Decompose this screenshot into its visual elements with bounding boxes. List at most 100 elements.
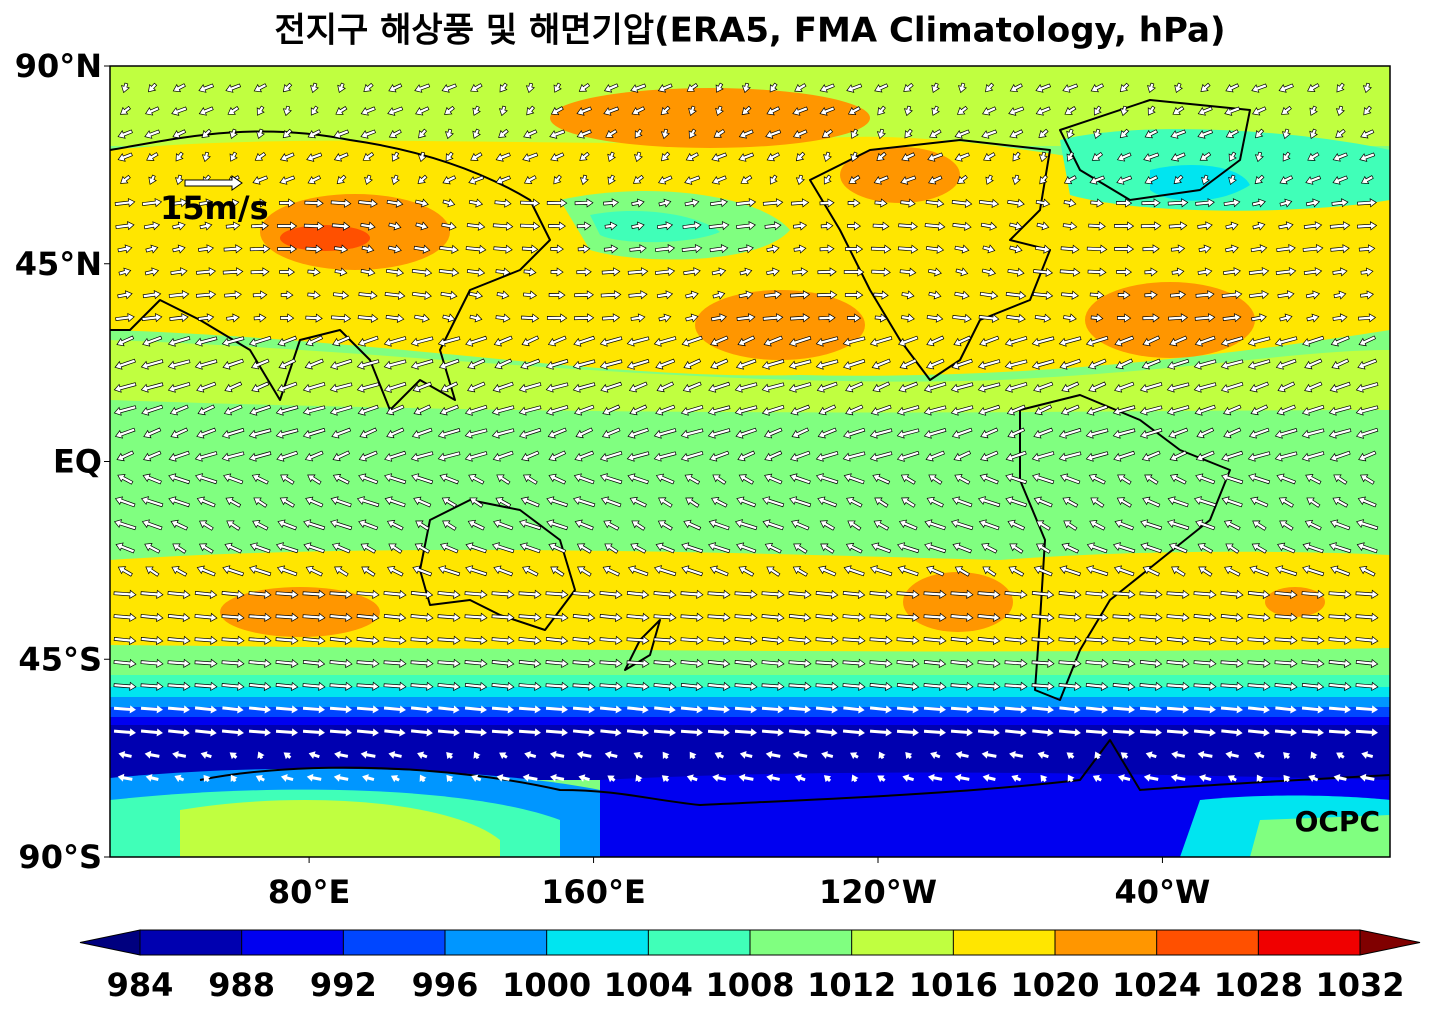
wind-arrow <box>602 404 621 416</box>
wind-arrow <box>329 382 353 393</box>
wind-arrow <box>1037 751 1049 759</box>
wind-arrow <box>712 773 727 782</box>
wind-arrow <box>167 335 191 347</box>
wind-arrow <box>682 221 702 231</box>
wind-arrow <box>925 198 945 208</box>
coastline <box>1059 99 1251 201</box>
wind-arrow <box>194 359 218 370</box>
colorbar-tick-label: 1000 <box>502 966 591 1004</box>
wind-arrow <box>1256 774 1264 783</box>
wind-arrow <box>415 520 430 531</box>
wind-arrow <box>198 543 214 554</box>
wind-arrow <box>680 589 704 600</box>
wind-arrow <box>386 267 405 277</box>
wind-arrow <box>196 565 216 577</box>
wind-arrow <box>417 151 427 163</box>
wind-arrow <box>977 382 1001 393</box>
wind-arrow <box>1221 728 1243 737</box>
wind-arrow <box>1174 82 1183 93</box>
wind-arrow <box>491 728 514 737</box>
wind-arrow <box>985 82 995 93</box>
wind-arrow <box>923 612 947 622</box>
wind-arrow <box>117 474 134 485</box>
wind-arrow <box>707 428 731 439</box>
wind-arrow <box>140 681 164 691</box>
wind-arrow <box>310 82 319 94</box>
wind-arrow <box>573 473 595 485</box>
wind-arrow <box>1357 496 1377 508</box>
wind-arrow <box>764 542 782 554</box>
wind-arrow <box>1091 151 1104 161</box>
wind-arrow <box>761 589 785 599</box>
wind-arrow <box>491 612 515 622</box>
wind-arrow <box>275 428 299 439</box>
wind-arrow <box>145 566 160 577</box>
wind-arrow <box>876 151 887 161</box>
colorbar-tick-label: 1024 <box>1112 966 1201 1004</box>
wind-arrow <box>1248 473 1271 485</box>
fill-region <box>590 211 720 243</box>
wind-arrow <box>1066 151 1075 162</box>
wind-arrow <box>1302 542 1324 554</box>
wind-arrow <box>572 359 596 370</box>
wind-arrow <box>1193 728 1216 737</box>
wind-arrow <box>468 175 485 185</box>
wind-arrow <box>248 612 272 622</box>
wind-arrow <box>899 358 918 370</box>
wind-arrow <box>275 635 299 646</box>
wind-arrow <box>957 174 968 184</box>
wind-arrow <box>520 358 541 370</box>
wind-arrow <box>388 543 403 554</box>
wind-arrow <box>441 221 457 231</box>
colorbar-bin <box>648 930 750 955</box>
wind-arrow <box>221 336 245 347</box>
wind-arrow <box>985 174 994 185</box>
wind-arrow <box>789 496 812 508</box>
wind-arrow <box>1220 612 1244 623</box>
wind-arrow <box>953 450 972 462</box>
wind-arrow <box>926 496 944 508</box>
wind-arrow <box>388 83 403 93</box>
wind-arrow <box>194 658 218 668</box>
wind-arrow <box>842 658 866 668</box>
wind-arrow <box>275 658 299 669</box>
wind-arrow <box>413 404 432 416</box>
wind-arrow <box>1064 106 1077 115</box>
wind-arrow <box>1005 496 1028 508</box>
wind-arrow <box>417 751 428 760</box>
wind-arrow <box>978 404 1001 416</box>
wind-arrow <box>417 174 428 185</box>
wind-arrow <box>795 151 806 162</box>
wind-arrow <box>599 589 623 600</box>
wind-arrow <box>1147 82 1156 94</box>
wind-arrow <box>1221 496 1243 508</box>
wind-arrow <box>951 358 973 370</box>
wind-arrow <box>383 681 407 691</box>
wind-arrow <box>1306 313 1320 323</box>
wind-arrow <box>1359 152 1376 162</box>
wind-arrow <box>1301 728 1324 737</box>
wind-arrow <box>603 520 620 531</box>
wind-arrow <box>145 244 159 254</box>
wind-arrow <box>655 404 676 416</box>
wind-arrow <box>524 751 537 759</box>
wind-arrow <box>142 290 162 300</box>
wind-arrow <box>1336 752 1345 760</box>
wind-arrow <box>877 105 886 116</box>
wind-arrow <box>471 774 482 783</box>
wind-arrow <box>850 151 859 162</box>
wind-arrow <box>739 751 753 759</box>
x-tick-label: 40°W <box>1115 873 1211 911</box>
wind-arrow <box>282 82 293 93</box>
wind-arrow <box>383 589 407 600</box>
wind-arrow <box>521 335 540 347</box>
wind-arrow <box>1220 705 1243 714</box>
wind-arrow <box>1035 106 1051 116</box>
wind-arrow <box>629 404 648 416</box>
wind-arrow <box>905 751 913 760</box>
x-tick-label: 160°E <box>541 873 646 911</box>
wind-arrow <box>1220 589 1244 600</box>
wind-vectors <box>113 82 1379 783</box>
wind-arrow <box>194 681 218 691</box>
coastline <box>1019 394 1231 701</box>
